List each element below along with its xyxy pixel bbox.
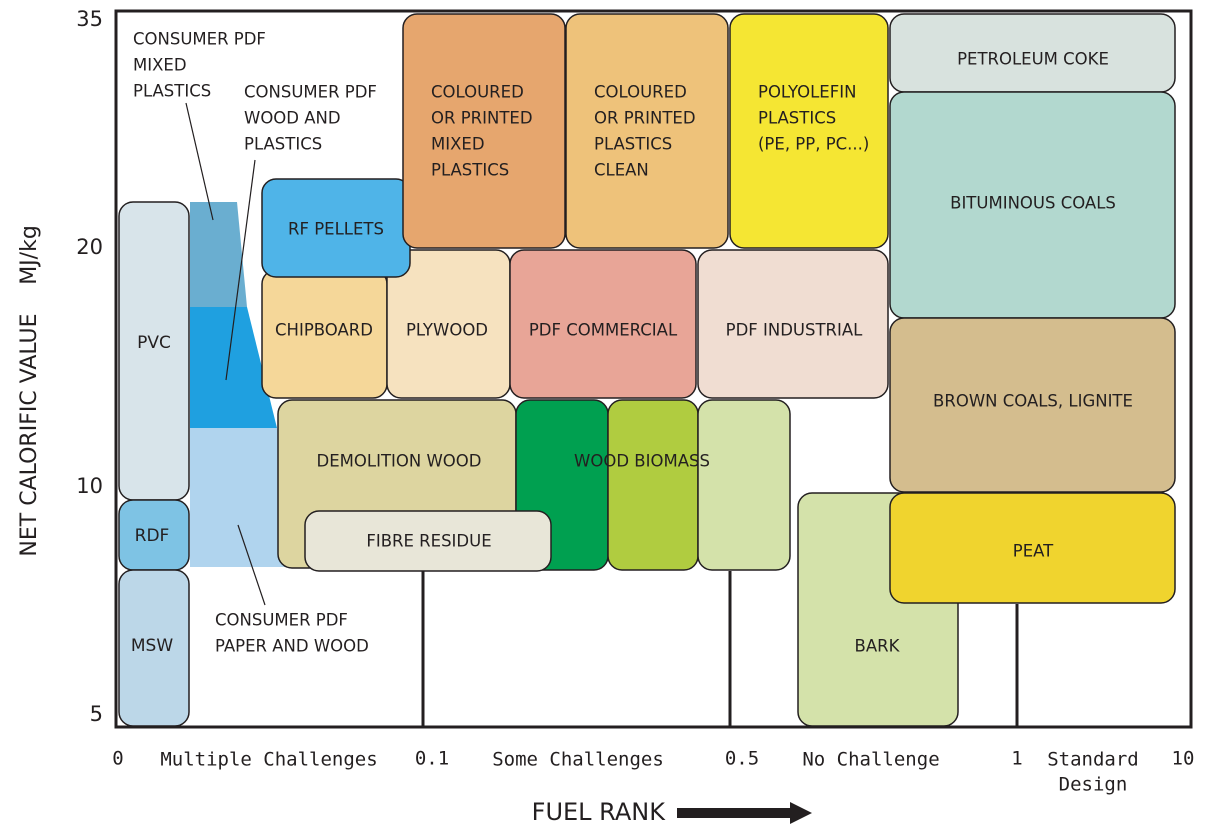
label-line: WOOD AND (244, 109, 341, 128)
x-tick-label: 0.5 (725, 748, 759, 770)
region-box (889, 492, 1176, 604)
x-axis-arrow (677, 802, 812, 824)
label-line: COLOURED (431, 83, 524, 102)
regions: PVC RDF MSW RF PELLETS CHIPBOARD PLYWOOD PDF C… (118, 13, 1176, 727)
label-line: CONSUMER PDF (244, 83, 377, 102)
region-box (697, 399, 791, 571)
label-line: CLEAN (594, 161, 649, 180)
x-tick-label: 0 (112, 748, 123, 770)
x-tick-label: 0.1 (415, 748, 449, 770)
axes: 35 20 10 50 0.1 0.5 1 10 Multiple Challenges Some… (76, 7, 1194, 796)
label-line: PDF COMMERCIAL (529, 321, 678, 340)
label-line: CONSUMER PDF (133, 30, 266, 49)
consumer-mixed-plastics-zone (190, 202, 247, 307)
label-line: BITUMINOUS COALS (950, 194, 1116, 213)
y-axis-title: NET CALORIFIC VALUE MJ/kg (17, 225, 42, 556)
region-box (607, 399, 699, 571)
label-line: BROWN COALS, LIGNITE (933, 392, 1133, 411)
x-zone-label: Multiple Challenges (160, 749, 377, 771)
region-box (697, 249, 889, 399)
label-line: PLASTICS (133, 82, 211, 101)
label-line: PLASTICS (594, 135, 672, 154)
label-line: PLYWOOD (406, 321, 488, 340)
label-line: POLYOLEFIN (758, 83, 856, 102)
label-line: PDF INDUSTRIAL (726, 321, 864, 340)
label-line: RF PELLETS (288, 220, 384, 239)
plot-frame (114, 9, 1193, 729)
region-box (304, 510, 552, 572)
leader (185, 102, 214, 221)
x-tick-label: 10 (1172, 748, 1195, 770)
y-tick-label: 20 (76, 235, 103, 259)
label-line: PETROLEUM COKE (957, 50, 1109, 69)
label-line: MIXED (431, 135, 485, 154)
leader (225, 159, 256, 381)
label-line: PEAT (1013, 542, 1054, 561)
y-tick-label: 35 (76, 7, 103, 31)
label-line: OR PRINTED (431, 109, 533, 128)
region-box (889, 317, 1176, 493)
x-zone-label: Design (1059, 774, 1128, 796)
label-line: OR PRINTED (594, 109, 696, 128)
label-line: DEMOLITION WOOD (317, 452, 482, 471)
label-line: MIXED (133, 56, 187, 75)
label-line: COLOURED (594, 83, 687, 102)
y-axis-unit: MJ/kg (17, 225, 42, 285)
label-line: (PE, PP, PC...) (758, 135, 869, 154)
region-box (509, 249, 697, 399)
label-line: PVC (137, 333, 171, 353)
consumer-wood-plastics-zone (190, 307, 277, 428)
label-line: PLASTICS (758, 109, 836, 128)
y-tick-label: 10 (76, 474, 103, 498)
region-box (565, 13, 729, 249)
label-line: RDF (135, 526, 170, 546)
label-line: FIBRE RESIDUE (366, 532, 491, 551)
x-zone-label: Some Challenges (492, 749, 664, 771)
label-line: PAPER AND WOOD (215, 637, 369, 656)
region-box (402, 13, 566, 249)
y-tick-label: 5 (90, 702, 103, 726)
x-tick-label: 1 (1011, 748, 1022, 770)
y-axis-title-text: NET CALORIFIC VALUE (17, 313, 42, 556)
region-box (729, 13, 889, 249)
rank-dividers (421, 571, 1019, 727)
leader (237, 524, 266, 606)
label-line: PLASTICS (431, 161, 509, 180)
x-zone-label: Standard (1047, 749, 1139, 771)
label-line: PLASTICS (244, 135, 322, 154)
x-zone-label: No Challenge (802, 749, 939, 771)
leader-lines (185, 102, 266, 606)
label-line: WOOD BIOMASS (574, 452, 710, 471)
x-axis-title: FUEL RANK (532, 798, 667, 826)
label-line: CONSUMER PDF (215, 611, 348, 630)
label-line: CHIPBOARD (275, 321, 373, 340)
label-line: MSW (131, 636, 173, 656)
label-line: BARK (855, 637, 901, 656)
